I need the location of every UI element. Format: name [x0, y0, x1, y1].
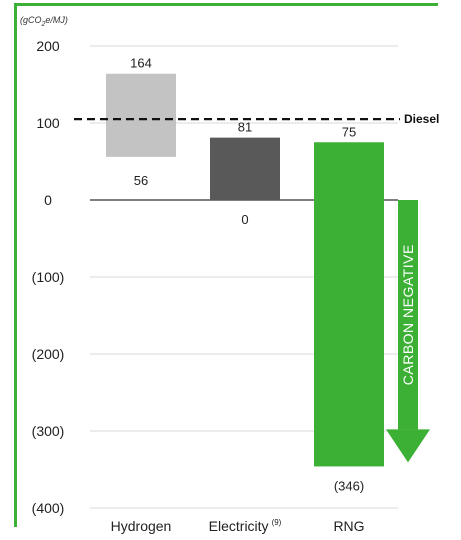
bar-high-label: 75 [342, 124, 356, 139]
bar-hydrogen [106, 73, 176, 157]
labels: (gCO2e/MJ) 200 100 0 (100) (200) (300) (400) 164… [20, 15, 365, 534]
reference-line-group: Diesel [74, 112, 439, 126]
reference-line-label: Diesel [404, 112, 439, 126]
bar-electricity [210, 137, 280, 200]
bar-high-label: 81 [238, 120, 252, 135]
bar-rng [314, 142, 384, 467]
x-category-label: Electricity (9) [209, 518, 282, 534]
y-tick-label: 0 [44, 192, 52, 208]
carbon-negative-label: CARBON NEGATIVE [400, 244, 416, 385]
bar-low-label: (346) [334, 478, 364, 493]
y-tick-label: 100 [36, 115, 60, 131]
x-category-label: Hydrogen [111, 518, 172, 534]
carbon-negative-arrow-shaft [398, 200, 418, 430]
y-tick-label: (300) [32, 423, 65, 439]
bar-high-label: 164 [130, 56, 152, 71]
frame-top-border [14, 3, 438, 6]
bar-low-label: 0 [241, 212, 248, 227]
bars [106, 73, 384, 467]
carbon-negative-arrow-group: CARBON NEGATIVE [386, 200, 430, 463]
y-tick-label: (400) [32, 500, 65, 516]
x-category-label: RNG [333, 518, 364, 534]
y-tick-label: 200 [36, 38, 60, 54]
frame-left-border [14, 3, 17, 527]
carbon-negative-arrow-head [386, 429, 430, 463]
y-tick-label: (100) [32, 269, 65, 285]
y-tick-label: (200) [32, 346, 65, 362]
bar-low-label: 56 [134, 173, 148, 188]
unit-label: (gCO2e/MJ) [20, 15, 68, 28]
